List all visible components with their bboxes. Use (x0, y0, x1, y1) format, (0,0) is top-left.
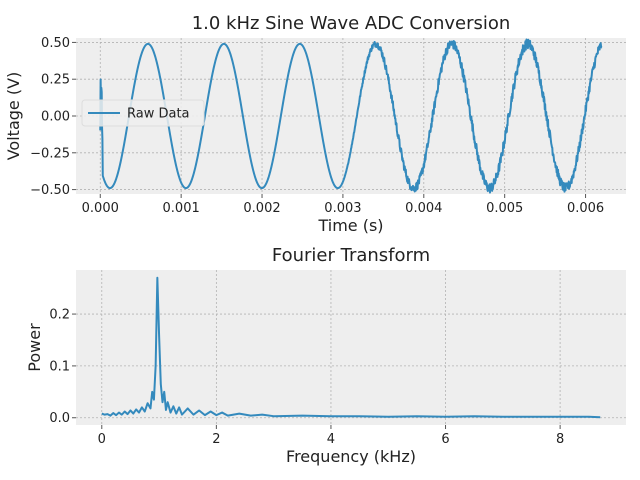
x-tick-label: 2 (212, 432, 220, 447)
fourier-x-axis-label: Frequency (kHz) (286, 447, 416, 466)
voltage-x-ticks: 0.000 0.001 0.002 0.003 0.004 0.005 0.006 (82, 194, 604, 216)
legend-box (81, 99, 205, 127)
series-line-power (101, 276, 601, 419)
voltage-y-ticks: 0.50 0.25 0.00 −0.25 −0.50 (30, 36, 76, 198)
y-tick-label: 0.50 (41, 36, 70, 51)
fourier-chart: 0 2 4 6 8 0.0 0.1 0.2 Fourier Transform Freque… (25, 245, 626, 466)
x-tick-label: 0.006 (567, 201, 604, 216)
fourier-chart-title: Fourier Transform (272, 245, 430, 266)
fourier-series (101, 276, 601, 419)
y-tick-label: 0.00 (41, 110, 70, 125)
x-tick-label: 0.002 (243, 201, 280, 216)
fourier-plot-area (76, 270, 626, 425)
voltage-x-axis-label: Time (s) (317, 216, 383, 235)
y-tick-label: 0.2 (49, 308, 70, 323)
x-tick-label: 0.005 (486, 201, 523, 216)
fourier-x-ticks: 0 2 4 6 8 (98, 425, 564, 447)
legend-entry-raw-data: Raw Data (127, 107, 190, 122)
y-tick-label: −0.25 (30, 146, 70, 161)
voltage-series (99, 38, 603, 194)
fourier-y-ticks: 0.0 0.1 0.2 (49, 308, 76, 426)
x-tick-label: 0.003 (324, 201, 361, 216)
x-tick-label: 4 (327, 432, 335, 447)
voltage-y-axis-label: Voltage (V) (4, 72, 23, 161)
x-tick-label: 0.000 (82, 201, 119, 216)
series-line-raw-data (99, 38, 603, 194)
x-tick-label: 0 (98, 432, 106, 447)
y-tick-label: 0.1 (49, 359, 70, 374)
x-tick-label: 0.001 (163, 201, 200, 216)
voltage-chart: 0.000 0.001 0.002 0.003 0.004 0.005 0.006 0.50… (4, 13, 626, 235)
y-tick-label: −0.50 (30, 183, 70, 198)
voltage-legend: Raw Data (81, 99, 205, 127)
voltage-chart-title: 1.0 kHz Sine Wave ADC Conversion (192, 13, 511, 34)
x-tick-label: 0.004 (405, 201, 442, 216)
y-tick-label: 0.25 (41, 73, 70, 88)
x-tick-label: 8 (556, 432, 564, 447)
x-tick-label: 6 (441, 432, 449, 447)
y-tick-label: 0.0 (49, 411, 70, 426)
fourier-grid (76, 270, 626, 425)
fourier-y-axis-label: Power (25, 323, 44, 372)
